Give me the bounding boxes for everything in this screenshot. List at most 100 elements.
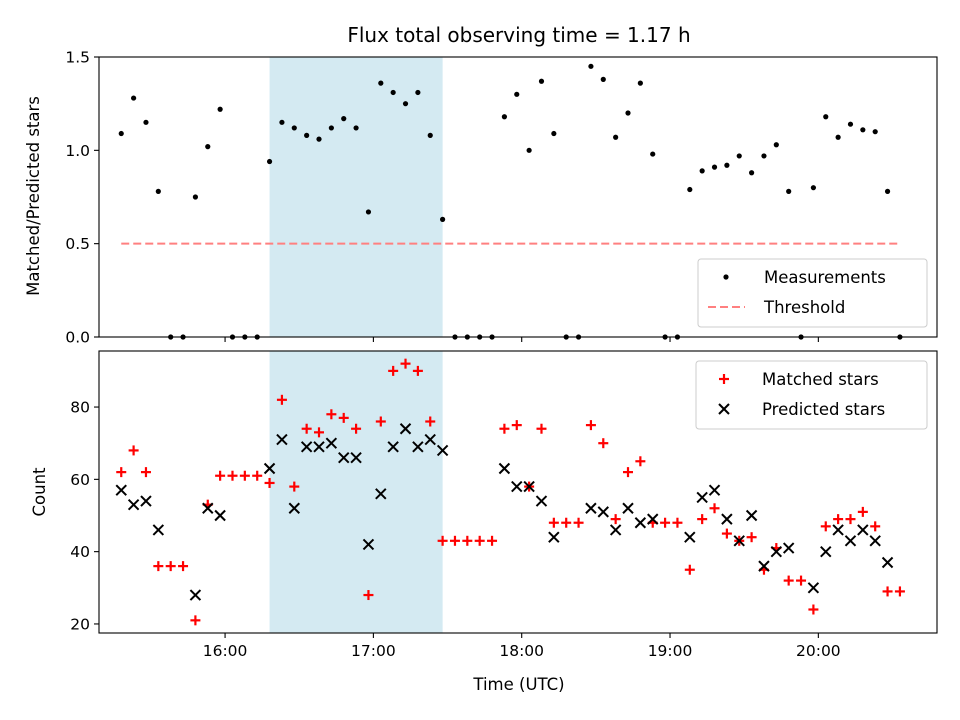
matched-stars-point: [437, 535, 448, 546]
measurement-point: [217, 106, 223, 112]
measurement-point: [353, 125, 359, 131]
matched-stars-point: [116, 467, 127, 478]
measurement-point: [847, 121, 854, 127]
x-tick-label: 16:00: [203, 642, 248, 660]
predicted-stars-point: [721, 513, 733, 525]
predicted-stars-point: [127, 498, 140, 511]
measurement-point: [304, 132, 310, 138]
measurement-point: [625, 110, 631, 116]
bottom-y-tick-label: 40: [70, 543, 90, 561]
measurement-point: [551, 130, 557, 137]
measurement-point: [588, 63, 594, 69]
matched-stars-point: [326, 409, 337, 420]
matched-stars-point: [425, 416, 436, 427]
matched-stars-point: [610, 514, 621, 525]
predicted-stars-point: [375, 488, 387, 500]
chart-title: Flux total observing time = 1.17 h: [347, 23, 690, 47]
measurement-point: [415, 89, 421, 96]
matched-stars-point: [190, 615, 201, 626]
bottom-legend-label: Predicted stars: [762, 400, 885, 419]
measurement-point: [526, 147, 532, 153]
measurement-point: [365, 209, 372, 215]
matched-stars-point: [375, 416, 386, 427]
matched-stars-point: [536, 423, 547, 434]
matched-stars-point: [227, 470, 238, 481]
top-axes-frame: [98, 56, 938, 338]
matched-stars-point: [548, 517, 559, 528]
predicted-stars-point: [313, 441, 325, 453]
matched-stars-point: [721, 528, 732, 539]
matched-stars-point: [301, 423, 312, 434]
top-y-tick-label: 1.5: [65, 49, 90, 67]
matched-stars-point: [363, 590, 374, 601]
measurement-point: [316, 136, 322, 142]
matched-stars-point: [857, 506, 868, 517]
predicted-stars-point: [782, 542, 795, 554]
predicted-stars-point: [609, 524, 622, 536]
measurement-point: [637, 80, 643, 86]
predicted-stars-point: [869, 535, 881, 547]
predicted-stars-point: [832, 524, 844, 536]
matched-stars-point: [573, 517, 584, 528]
matched-stars-point: [870, 521, 881, 532]
predicted-stars-point: [708, 484, 721, 496]
legend-matched-marker: [719, 374, 729, 384]
top-legend-label: Threshold: [763, 298, 845, 317]
predicted-stars-point: [362, 538, 375, 551]
matched-stars-point: [338, 412, 349, 423]
matched-stars-point: [276, 394, 287, 405]
predicted-stars-point: [387, 441, 399, 453]
predicted-stars-point: [535, 495, 548, 507]
measurement-point: [724, 162, 730, 168]
bottom-axes-frame: [98, 350, 938, 634]
measurement-point: [884, 188, 891, 194]
bottom-observing-interval-shade: [269, 351, 443, 633]
top-y-tick-label: 0.0: [65, 329, 90, 347]
predicted-stars-point: [548, 531, 560, 543]
top-legend: Measurements Threshold: [697, 258, 928, 328]
measurement-point: [835, 134, 841, 140]
predicted-stars-point: [276, 433, 288, 446]
matched-stars-point: [623, 467, 634, 478]
bottom-legend-box: [695, 360, 928, 430]
measurement-point: [613, 134, 619, 140]
predicted-stars-point: [300, 441, 313, 453]
bottom-legend: Matched stars Predicted stars: [695, 360, 928, 430]
predicted-stars-point: [684, 531, 696, 543]
measurement-point: [118, 130, 124, 137]
matched-stars-point: [709, 503, 720, 514]
predicted-stars-point: [844, 535, 857, 547]
matched-stars-point: [462, 535, 473, 546]
matched-stars-point: [474, 535, 485, 546]
matched-stars-point: [561, 517, 572, 528]
measurement-point: [131, 95, 137, 101]
predicted-stars-point: [696, 491, 708, 504]
predicted-stars-point: [202, 502, 214, 514]
predicted-stars-point: [807, 582, 820, 594]
matched-stars-point: [264, 477, 275, 488]
predicted-stars-point: [523, 480, 535, 493]
matched-stars-point: [796, 575, 807, 586]
measurement-point: [328, 125, 334, 131]
measurement-point: [143, 119, 149, 125]
matched-stars-point: [215, 470, 226, 481]
measurement-point: [378, 80, 384, 86]
matched-stars-point: [882, 586, 893, 597]
matched-stars-point: [894, 586, 905, 597]
matched-stars-point: [449, 535, 460, 546]
measurement-point: [390, 89, 396, 96]
predicted-stars-point: [733, 535, 745, 547]
matched-stars-point: [660, 517, 671, 528]
bottom-panel-counts: 20 40 60 80 16:00 17:00 18:00 19:00 20:00: [70, 350, 938, 660]
legend-measurements-marker: [723, 274, 729, 280]
matched-stars-point: [697, 514, 708, 525]
measurement-point: [155, 188, 161, 194]
matched-stars-point: [598, 438, 609, 449]
measurement-point: [192, 194, 199, 200]
matched-stars-point: [746, 532, 757, 543]
predicted-stars-point: [820, 545, 832, 558]
top-legend-box: [697, 258, 928, 328]
measurement-point: [860, 127, 866, 133]
matched-stars-point: [400, 358, 411, 369]
